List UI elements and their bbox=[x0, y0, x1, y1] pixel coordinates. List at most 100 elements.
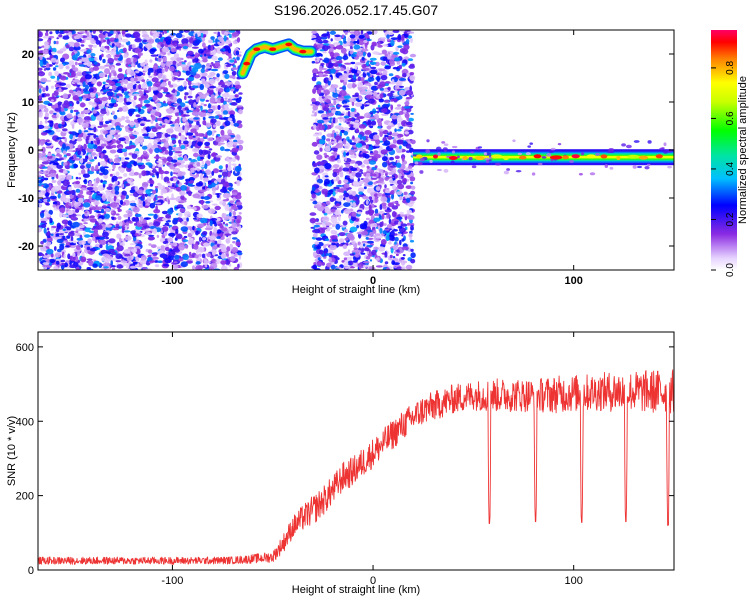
noise-blob bbox=[140, 123, 145, 126]
noise-blob bbox=[138, 84, 142, 90]
noise-blob bbox=[52, 201, 58, 205]
noise-blob bbox=[47, 103, 53, 106]
noise-blob bbox=[75, 230, 79, 233]
noise-blob bbox=[115, 253, 123, 260]
noise-blob bbox=[344, 31, 348, 35]
noise-blob bbox=[41, 161, 50, 165]
noise-blob bbox=[38, 31, 43, 38]
noise-blob bbox=[108, 238, 116, 244]
noise-blob bbox=[346, 48, 354, 52]
noise-blob bbox=[154, 83, 161, 87]
noise-blob bbox=[207, 153, 211, 160]
noise-blob bbox=[402, 254, 406, 257]
noise-blob bbox=[62, 93, 69, 100]
noise-blob bbox=[84, 74, 92, 80]
noise-blob bbox=[56, 238, 64, 244]
noise-blob bbox=[401, 156, 405, 162]
noise-blob bbox=[349, 226, 358, 233]
noise-blob bbox=[189, 162, 195, 165]
noise-blob bbox=[211, 245, 218, 250]
noise-blob bbox=[43, 100, 50, 105]
noise-blob bbox=[229, 94, 235, 99]
noise-blob bbox=[207, 75, 213, 78]
noise-blob bbox=[184, 105, 189, 108]
noise-blob bbox=[91, 206, 96, 211]
noise-blob bbox=[84, 210, 90, 217]
noise-blob bbox=[377, 92, 380, 95]
noise-blob bbox=[313, 124, 317, 130]
noise-blob bbox=[396, 129, 402, 132]
noise-blob bbox=[203, 150, 211, 155]
noise-blob bbox=[206, 188, 210, 191]
noise-blob bbox=[362, 261, 370, 264]
noise-blob bbox=[67, 253, 71, 260]
noise-blob bbox=[368, 160, 377, 165]
noise-blob bbox=[172, 88, 176, 94]
noise-blob bbox=[187, 80, 192, 86]
noise-blob bbox=[113, 195, 117, 202]
noise-blob bbox=[60, 75, 67, 81]
noise-blob bbox=[386, 224, 393, 229]
noise-blob bbox=[98, 218, 103, 224]
noise-blob bbox=[48, 209, 53, 215]
noise-blob bbox=[99, 54, 102, 61]
noise-blob bbox=[63, 170, 68, 174]
noise-blob bbox=[220, 146, 225, 151]
noise-blob bbox=[333, 42, 341, 46]
noise-blob bbox=[117, 207, 120, 210]
noise-blob bbox=[156, 246, 161, 250]
noise-blob bbox=[147, 108, 151, 112]
noise-blob bbox=[358, 264, 362, 270]
noise-blob bbox=[401, 48, 409, 55]
noise-blob bbox=[405, 39, 410, 44]
noise-blob bbox=[192, 175, 199, 178]
noise-blob bbox=[111, 168, 115, 171]
noise-blob bbox=[102, 169, 109, 176]
noise-blob bbox=[143, 150, 147, 154]
noise-blob bbox=[81, 57, 89, 63]
noise-blob bbox=[61, 196, 67, 202]
noise-blob bbox=[48, 71, 53, 77]
noise-blob bbox=[157, 184, 164, 190]
noise-blob bbox=[147, 67, 154, 73]
noise-blob bbox=[391, 201, 398, 204]
noise-blob bbox=[143, 156, 148, 160]
noise-blob bbox=[104, 68, 110, 75]
noise-blob bbox=[234, 94, 239, 98]
noise-blob bbox=[113, 134, 121, 138]
noise-blob bbox=[79, 189, 84, 195]
noise-blob bbox=[311, 60, 316, 64]
noise-blob bbox=[390, 37, 398, 40]
noise-blob bbox=[90, 140, 94, 145]
noise-blob bbox=[323, 152, 327, 156]
noise-blob bbox=[49, 31, 53, 35]
noise-blob bbox=[314, 112, 317, 117]
noise-blob bbox=[176, 46, 183, 49]
noise-blob bbox=[83, 143, 87, 150]
noise-blob bbox=[149, 105, 154, 110]
noise-blob bbox=[108, 168, 111, 172]
noise-blob bbox=[207, 109, 213, 113]
noise-blob bbox=[319, 49, 325, 52]
noise-blob bbox=[392, 51, 400, 55]
noise-blob bbox=[105, 84, 110, 88]
noise-blob bbox=[225, 135, 232, 138]
noise-blob bbox=[144, 119, 151, 122]
noise-blob bbox=[192, 265, 195, 270]
noise-blob bbox=[204, 146, 210, 149]
noise-blob bbox=[148, 243, 152, 246]
noise-blob bbox=[136, 104, 143, 108]
noise-blob bbox=[236, 215, 242, 219]
noise-blob bbox=[378, 98, 384, 103]
noise-blob bbox=[162, 226, 169, 232]
noise-blob bbox=[57, 184, 62, 191]
noise-blob bbox=[197, 141, 203, 147]
noise-blob bbox=[121, 163, 127, 168]
noise-blob bbox=[398, 110, 404, 115]
noise-blob bbox=[151, 175, 155, 178]
noise-blob bbox=[66, 113, 73, 119]
noise-blob bbox=[141, 106, 147, 109]
noise-blob bbox=[62, 235, 66, 240]
noise-blob bbox=[334, 34, 341, 38]
noise-blob bbox=[317, 110, 324, 114]
